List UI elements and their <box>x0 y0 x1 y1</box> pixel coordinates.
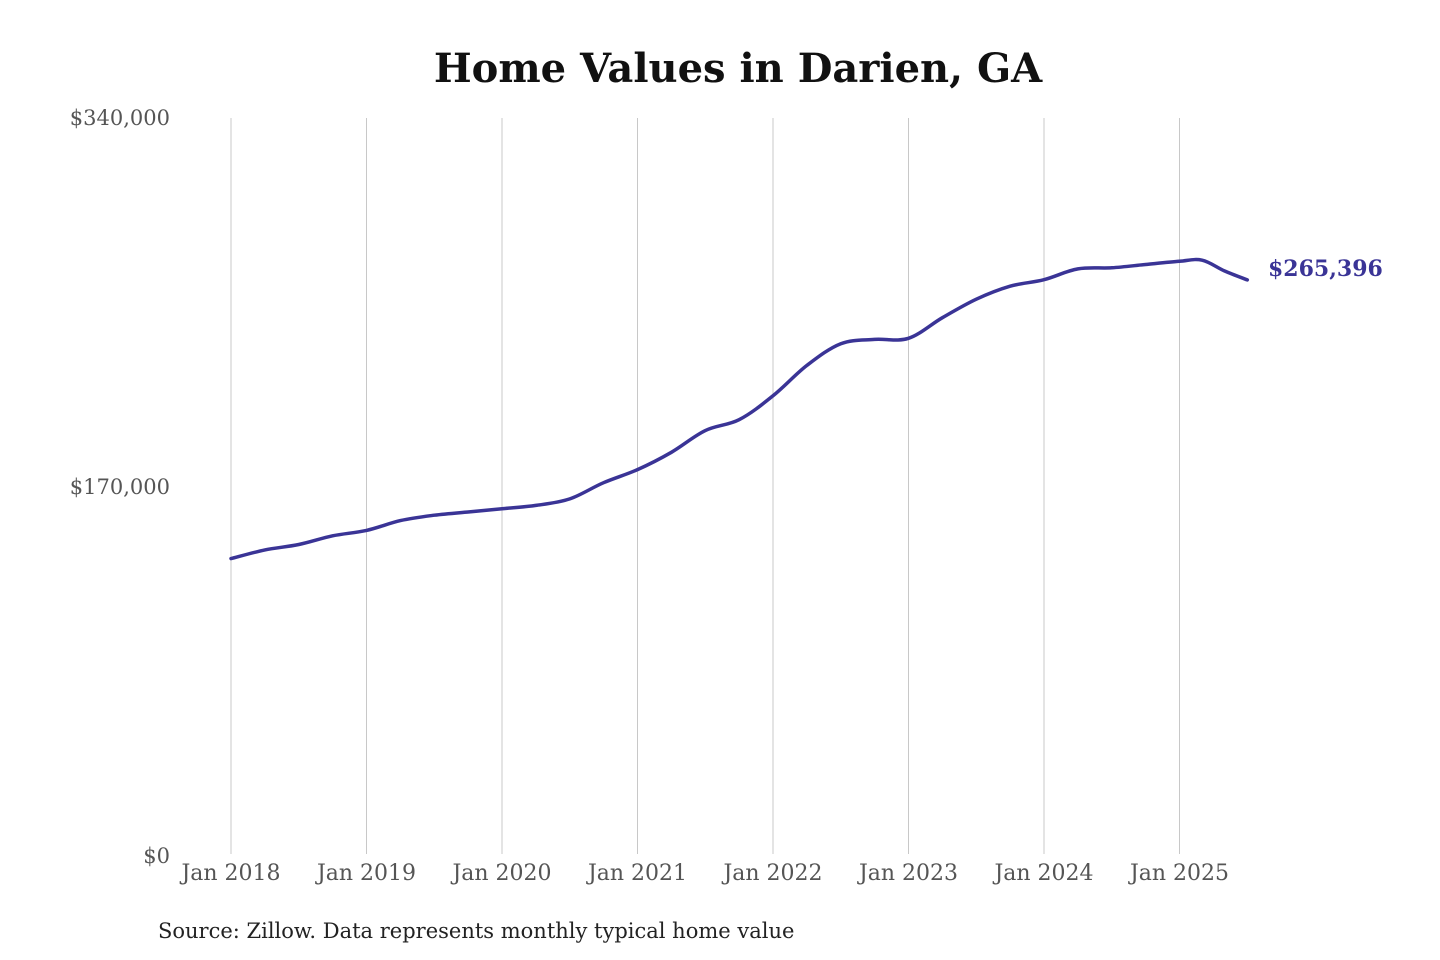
x-tick-label-2022-01: Jan 2022 <box>721 861 822 886</box>
x-tick-label-2019-01: Jan 2019 <box>315 861 416 886</box>
y-tick-label-0: $0 <box>143 844 170 868</box>
x-axis-ticks: Jan 2018 Jan 2019 Jan 2020 Jan 2021 Jan 2022… <box>179 861 1229 886</box>
x-tick-label-2025-01: Jan 2025 <box>1128 861 1229 886</box>
x-tick-label-2020-01: Jan 2020 <box>450 861 551 886</box>
gridlines <box>230 118 1180 854</box>
x-tick-label-2018-01: Jan 2018 <box>179 861 280 886</box>
source-note: Source: Zillow. Data represents monthly … <box>158 919 794 943</box>
chart-title: Home Values in Darien, GA <box>434 45 1043 92</box>
series-line-home-value <box>229 257 1250 561</box>
y-tick-label-340000: $340,000 <box>70 106 170 130</box>
end-value-label: $265,396 <box>1268 256 1383 282</box>
x-tick-label-2024-01: Jan 2024 <box>992 861 1093 886</box>
y-tick-label-170000: $170,000 <box>70 475 170 499</box>
x-tick-label-2021-01: Jan 2021 <box>586 861 687 886</box>
x-tick-label-2023-01: Jan 2023 <box>857 861 958 886</box>
y-axis-ticks: $0 $170,000 $340,000 <box>70 106 170 868</box>
